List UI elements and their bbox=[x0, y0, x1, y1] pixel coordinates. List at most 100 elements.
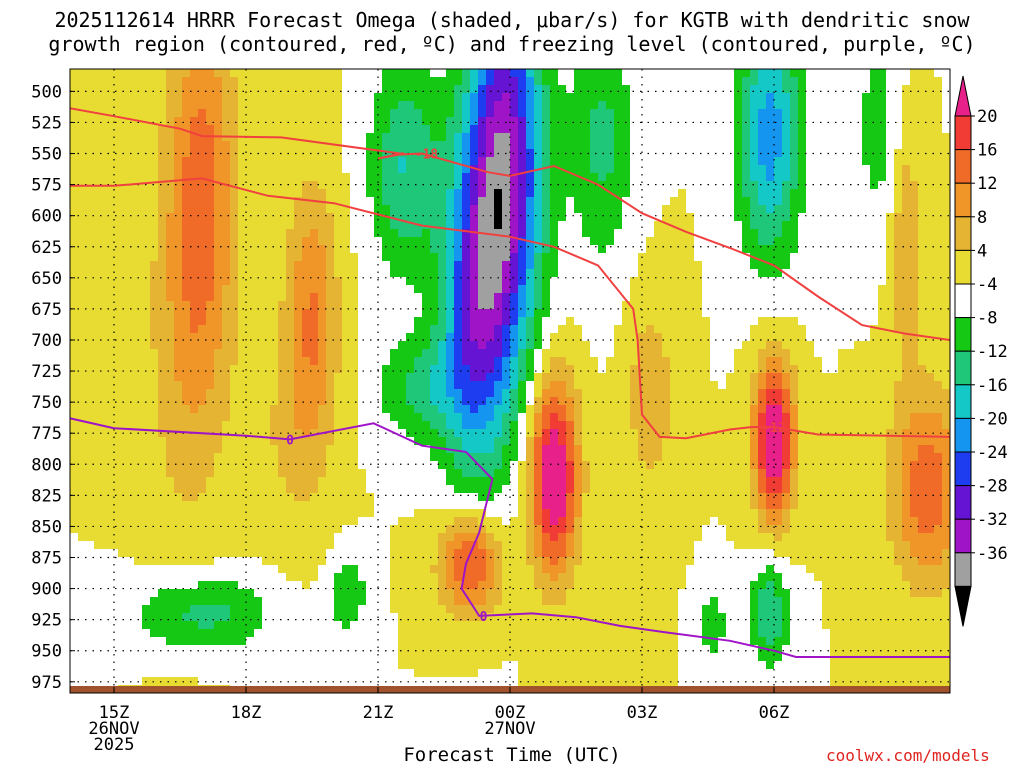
omega-cell bbox=[902, 117, 942, 125]
omega-cell bbox=[550, 229, 558, 237]
omega-cell bbox=[270, 413, 294, 421]
omega-cell bbox=[238, 77, 342, 85]
omega-cell bbox=[534, 469, 542, 477]
omega-cell bbox=[790, 509, 886, 517]
omega-cell bbox=[390, 413, 422, 421]
omega-cell bbox=[862, 133, 886, 141]
omega-cell bbox=[302, 581, 310, 589]
omega-cell bbox=[742, 133, 750, 141]
omega-cell bbox=[750, 253, 790, 261]
omega-cell bbox=[446, 333, 454, 341]
omega-cell bbox=[238, 277, 286, 285]
omega-cell bbox=[518, 125, 526, 133]
omega-cell bbox=[798, 157, 806, 165]
omega-cell bbox=[230, 229, 238, 237]
omega-cell bbox=[518, 325, 526, 333]
omega-cell bbox=[494, 109, 510, 117]
omega-cell bbox=[646, 461, 654, 469]
omega-cell bbox=[462, 109, 470, 117]
omega-cell bbox=[222, 437, 270, 445]
omega-cell bbox=[334, 405, 358, 413]
omega-cell bbox=[70, 109, 166, 117]
omega-cell bbox=[734, 125, 742, 133]
omega-cell bbox=[398, 517, 454, 525]
omega-cell bbox=[782, 605, 790, 613]
omega-cell bbox=[750, 605, 758, 613]
omega-cell bbox=[782, 429, 790, 437]
omega-cell bbox=[702, 629, 726, 637]
colorbar-bin bbox=[954, 518, 972, 554]
omega-cell bbox=[894, 165, 902, 173]
omega-cell bbox=[878, 309, 894, 317]
omega-cell bbox=[782, 493, 790, 501]
omega-cell bbox=[550, 517, 558, 525]
omega-cell bbox=[182, 221, 214, 229]
omega-cell bbox=[670, 381, 718, 389]
omega-cell bbox=[518, 221, 526, 229]
omega-cell bbox=[318, 309, 326, 317]
omega-cell bbox=[70, 189, 158, 197]
omega-cell bbox=[334, 413, 358, 421]
omega-cell bbox=[630, 373, 670, 381]
omega-cell bbox=[750, 485, 758, 493]
omega-cell bbox=[494, 557, 502, 565]
omega-cell bbox=[454, 85, 470, 93]
omega-cell bbox=[510, 253, 518, 261]
omega-cell bbox=[182, 205, 214, 213]
omega-cell bbox=[470, 157, 478, 165]
omega-cell bbox=[182, 189, 214, 197]
omega-cell bbox=[662, 437, 750, 445]
omega-cell bbox=[502, 373, 510, 381]
omega-cell bbox=[918, 197, 950, 205]
omega-cell bbox=[326, 189, 350, 197]
omega-cell bbox=[574, 69, 622, 77]
omega-cell bbox=[278, 317, 294, 325]
omega-cell bbox=[214, 149, 230, 157]
omega-cell bbox=[558, 533, 566, 541]
omega-cell bbox=[446, 605, 494, 613]
omega-cell bbox=[478, 85, 486, 93]
omega-cell bbox=[446, 381, 454, 389]
omega-cell bbox=[918, 237, 950, 245]
omega-cell bbox=[454, 349, 462, 357]
omega-cell bbox=[526, 461, 534, 469]
omega-cell bbox=[886, 461, 902, 469]
omega-cell bbox=[382, 181, 454, 189]
omega-cell bbox=[438, 293, 446, 301]
omega-cell bbox=[326, 325, 342, 333]
omega-cell bbox=[750, 93, 766, 101]
omega-cell bbox=[142, 621, 198, 629]
omega-cell bbox=[574, 445, 582, 453]
omega-cell bbox=[222, 341, 238, 349]
colorbar-tick-label: 20 bbox=[977, 107, 997, 127]
omega-cell bbox=[518, 269, 526, 277]
omega-cell bbox=[174, 197, 182, 205]
omega-cell bbox=[174, 317, 190, 325]
omega-cell bbox=[214, 381, 230, 389]
omega-cell bbox=[198, 621, 214, 629]
omega-cell bbox=[550, 197, 566, 205]
omega-cell bbox=[894, 229, 918, 237]
omega-cell bbox=[542, 533, 550, 541]
omega-cell bbox=[502, 541, 526, 549]
omega-cell bbox=[758, 229, 782, 237]
omega-cell bbox=[750, 69, 758, 77]
omega-cell bbox=[750, 501, 758, 509]
omega-cell bbox=[438, 597, 454, 605]
omega-cell bbox=[446, 261, 454, 269]
omega-cell bbox=[454, 261, 462, 269]
omega-cell bbox=[206, 109, 222, 117]
omega-cell bbox=[510, 173, 518, 181]
omega-cell bbox=[798, 413, 894, 421]
omega-cell bbox=[774, 533, 782, 541]
omega-cell bbox=[750, 197, 758, 205]
omega-cell bbox=[70, 421, 158, 429]
omega-cell bbox=[614, 349, 638, 357]
omega-cell bbox=[582, 541, 694, 549]
credit-link[interactable]: coolwx.com/models bbox=[826, 746, 990, 765]
omega-cell bbox=[550, 101, 598, 109]
omega-cell bbox=[566, 357, 598, 365]
omega-cell bbox=[750, 477, 758, 485]
omega-cell bbox=[782, 477, 790, 485]
omega-cell bbox=[894, 269, 918, 277]
